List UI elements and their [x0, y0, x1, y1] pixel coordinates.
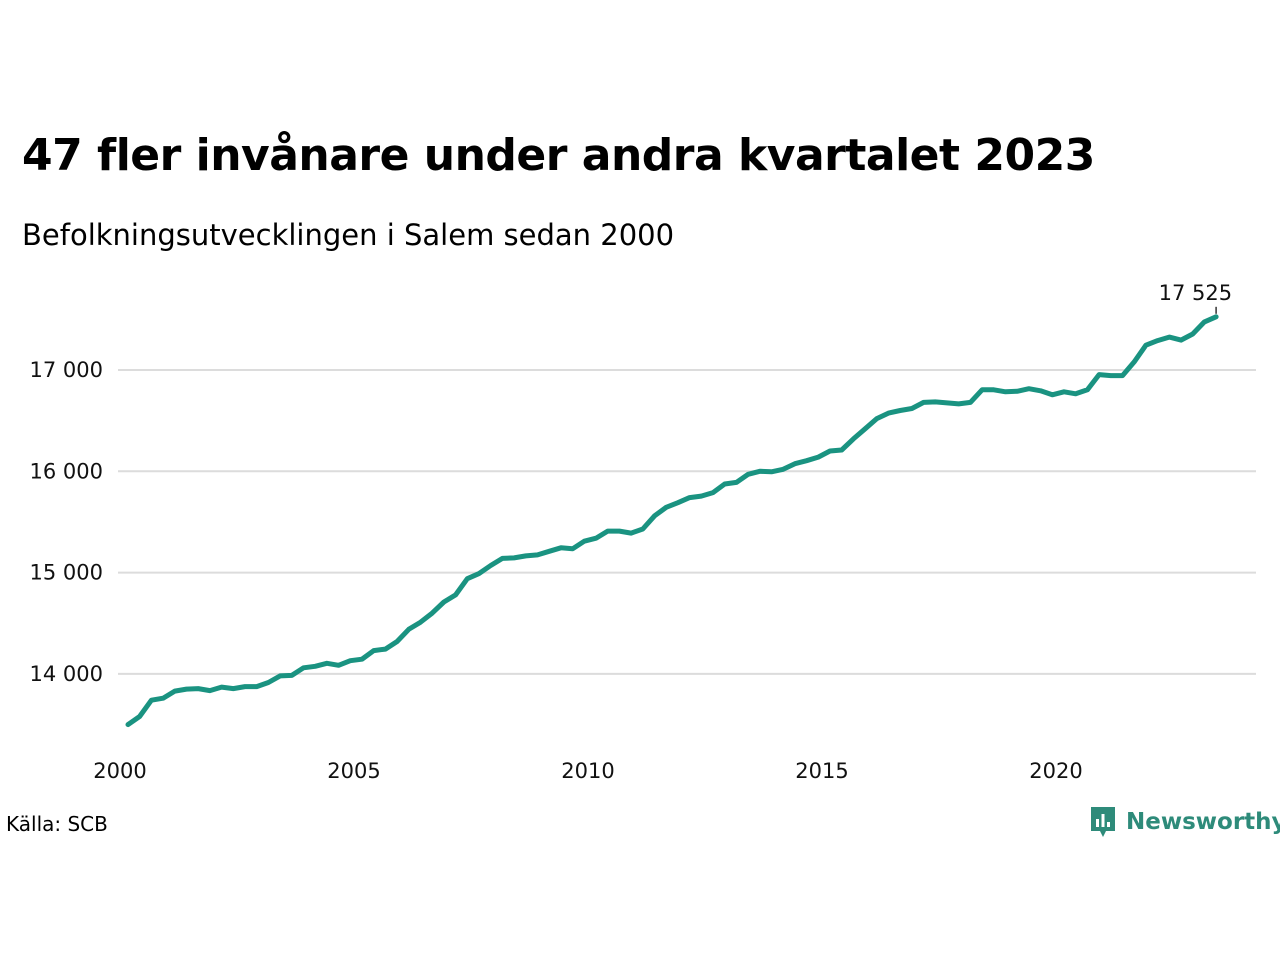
newsworthy-logo-icon	[1091, 807, 1115, 837]
x-tick-label: 2010	[561, 759, 614, 783]
line-chart: 14 000 15 000 16 000 17 000 2000 2005 2010 201…	[30, 281, 1256, 783]
x-tick-label: 2015	[795, 759, 848, 783]
y-tick-label: 17 000	[30, 358, 103, 382]
x-tick-label: 2020	[1029, 759, 1082, 783]
end-value-label: 17 525	[1159, 281, 1232, 305]
x-tick-label: 2000	[93, 759, 146, 783]
chart-subtitle: Befolkningsutvecklingen i Salem sedan 20…	[22, 218, 675, 252]
brand-name: Newsworthy	[1126, 809, 1280, 835]
x-tick-label: 2005	[327, 759, 380, 783]
gridlines	[118, 369, 1256, 675]
series-line	[125, 314, 1219, 728]
chart-title: 47 fler invånare under andra kvartalet 2…	[22, 130, 1095, 181]
y-tick-label: 16 000	[30, 459, 103, 483]
end-label-layer: 17 525	[1159, 281, 1232, 314]
series-layer	[125, 314, 1219, 728]
source-note: Källa: SCB	[6, 812, 108, 836]
y-tick-label: 14 000	[30, 662, 103, 686]
y-tick-label: 15 000	[30, 561, 103, 585]
y-axis-ticks: 14 000 15 000 16 000 17 000	[30, 358, 103, 686]
brand-logo: Newsworthy	[1088, 804, 1280, 840]
x-axis-ticks: 2000 2005 2010 2015 2020	[93, 759, 1082, 783]
